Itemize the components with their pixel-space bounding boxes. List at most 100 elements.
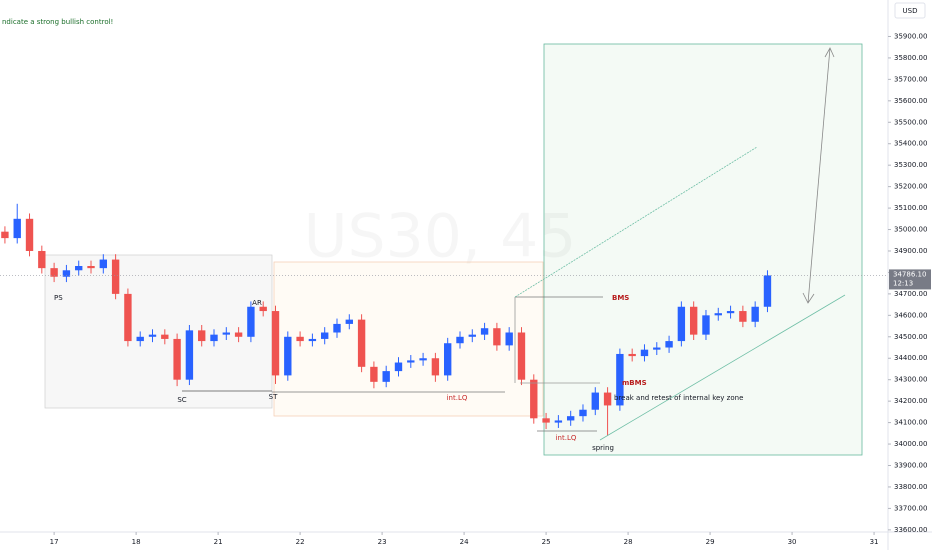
candle-body	[591, 392, 599, 410]
x-tick-label: 21	[214, 538, 223, 546]
candle-body	[173, 338, 181, 380]
label: BMS	[612, 294, 629, 302]
candle-body	[444, 343, 452, 376]
y-tick-label: 33700.00	[894, 504, 927, 512]
y-tick-label: 35300.00	[894, 161, 927, 169]
candle-body	[603, 392, 612, 406]
candle-body	[333, 323, 341, 333]
note: ndicate a strong bullish control!	[2, 18, 113, 26]
y-tick-label: 34100.00	[894, 419, 927, 427]
y-tick-label: 35400.00	[894, 140, 927, 148]
y-tick-label: 33900.00	[894, 462, 927, 470]
x-tick-label: 29	[706, 538, 715, 546]
label: SC	[177, 396, 186, 404]
label: mBMS	[622, 379, 647, 387]
candle-body	[517, 332, 526, 380]
x-tick-label: 30	[788, 538, 797, 546]
candle-body	[13, 218, 21, 239]
candle-body	[308, 338, 317, 342]
label: PS	[54, 294, 63, 302]
x-tick-label: 17	[50, 538, 59, 546]
x-tick-label: 24	[460, 538, 469, 546]
candle-body	[210, 334, 218, 342]
label: AR	[252, 299, 262, 307]
candle-body	[468, 334, 476, 337]
range-box	[44, 254, 273, 409]
candle-body	[640, 349, 649, 357]
y-tick-label: 35700.00	[894, 75, 927, 83]
candle-body	[702, 315, 710, 335]
candle-body	[677, 306, 686, 342]
candle-body	[271, 311, 280, 376]
x-tick-label: 18	[132, 538, 141, 546]
candle-body	[296, 336, 304, 342]
candle-body	[99, 259, 108, 269]
candle-body	[259, 306, 267, 312]
candle-body	[87, 266, 95, 269]
candle-body	[38, 250, 46, 269]
candle-body	[407, 360, 415, 363]
watermark: US30, 45	[304, 202, 577, 272]
label: spring	[592, 444, 614, 452]
candle-body	[136, 336, 144, 342]
candle-body	[62, 270, 71, 277]
last-price-box	[889, 269, 931, 290]
x-tick-label: 23	[378, 538, 387, 546]
arrow-head	[824, 47, 835, 58]
candle-body	[456, 336, 464, 344]
channel-line	[599, 294, 846, 441]
candle-body	[50, 268, 58, 277]
y-tick-label: 35900.00	[894, 32, 927, 40]
candle-body	[689, 306, 698, 335]
candle-body	[566, 416, 575, 421]
candle-body	[542, 418, 550, 423]
candle-body	[25, 218, 34, 251]
x-tick-label: 31	[870, 538, 879, 546]
candle-body	[185, 330, 194, 380]
countdown: 12:13	[893, 279, 913, 287]
target-box	[543, 43, 863, 456]
y-tick-label: 35000.00	[894, 226, 927, 234]
candle-body	[357, 319, 366, 367]
candle-body	[419, 358, 427, 361]
y-tick-label: 34000.00	[894, 440, 927, 448]
y-tick-label: 34700.00	[894, 290, 927, 298]
candle-body	[124, 293, 132, 342]
candle-body	[616, 353, 624, 406]
candle-body	[726, 311, 735, 314]
y-tick-label: 34400.00	[894, 354, 927, 362]
arrow-head	[802, 292, 815, 304]
currency[interactable]: USD	[903, 7, 918, 15]
candle-body	[505, 332, 513, 346]
candle-body	[628, 353, 636, 357]
y-tick-label: 35600.00	[894, 97, 927, 105]
arrow	[807, 47, 831, 304]
y-tick-label: 35100.00	[894, 204, 927, 212]
y-tick-label: 34600.00	[894, 311, 927, 319]
y-tick-label: 35500.00	[894, 118, 927, 126]
candle-body	[579, 409, 587, 417]
label: int.LQ	[556, 434, 577, 442]
candle-body	[234, 332, 243, 337]
y-tick-label: 34900.00	[894, 247, 927, 255]
candle-body	[751, 306, 759, 322]
channel-line	[514, 146, 758, 298]
y-tick-label: 33600.00	[894, 526, 927, 534]
label: break and retest of internal key zone	[614, 394, 743, 402]
currency-button[interactable]	[894, 2, 926, 19]
y-tick-label: 34200.00	[894, 397, 927, 405]
candle-body	[493, 328, 501, 346]
label: ST	[269, 393, 278, 401]
x-tick-label: 25	[542, 538, 551, 546]
y-tick-label: 33800.00	[894, 483, 927, 491]
x-tick-label: 22	[296, 538, 305, 546]
candle-body	[480, 328, 489, 335]
candle-body	[370, 366, 378, 382]
candle-body	[161, 334, 169, 339]
candle-body	[665, 341, 673, 348]
x-tick-label: 28	[624, 538, 633, 546]
candle-body	[431, 358, 440, 376]
candle-body	[321, 332, 329, 339]
